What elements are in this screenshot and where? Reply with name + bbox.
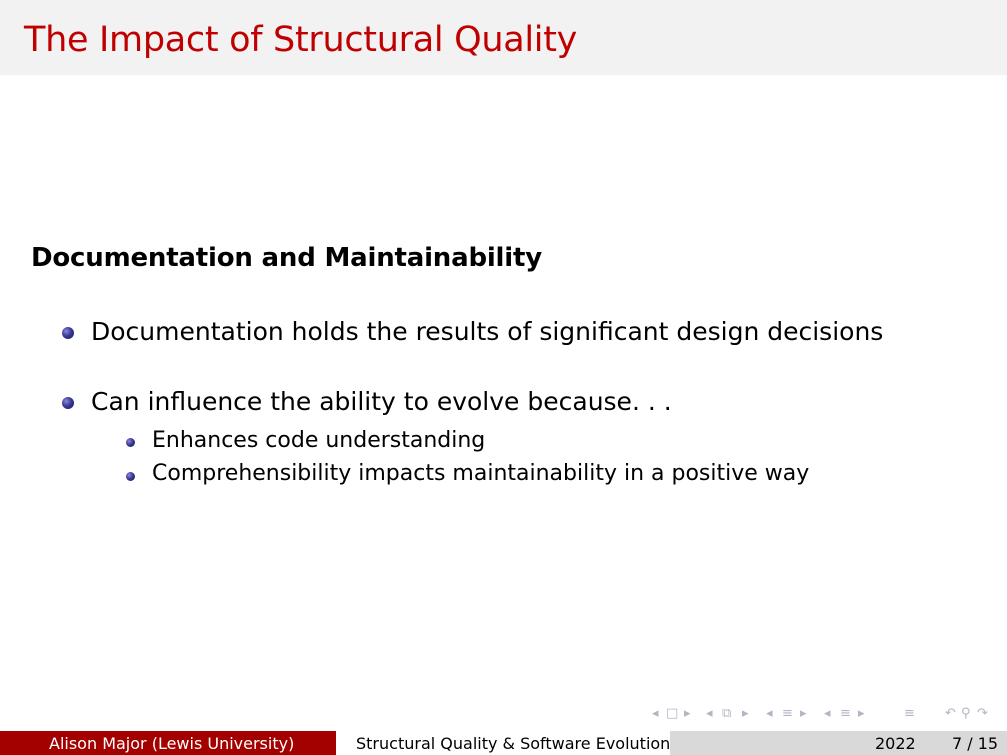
bullet-item: Can influence the ability to evolve beca… bbox=[91, 387, 672, 416]
search-icon[interactable]: ⚲ bbox=[961, 706, 971, 721]
sub-bullet-item: Comprehensibility impacts maintainabilit… bbox=[152, 461, 810, 486]
footer-short-title: Structural Quality & Software Evolution bbox=[356, 734, 671, 753]
slide-icon[interactable]: □ bbox=[666, 706, 679, 721]
footer-year: 2022 bbox=[875, 734, 916, 753]
slide-next-icon[interactable]: ▸ bbox=[684, 706, 691, 721]
forward-icon[interactable]: ↷ bbox=[977, 706, 988, 721]
frame-prev-icon[interactable]: ◂ bbox=[706, 706, 713, 721]
footer-author: Alison Major (Lewis University) bbox=[49, 734, 295, 753]
footer-page-number: 7 / 15 bbox=[952, 734, 999, 753]
sub-bullet-ball-icon bbox=[126, 472, 135, 481]
subsection-icon[interactable]: ≡ bbox=[840, 706, 851, 721]
frame-next-icon[interactable]: ▸ bbox=[742, 706, 749, 721]
footer-date-box: 2022 7 / 15 bbox=[670, 731, 1007, 755]
back-icon[interactable]: ↶ bbox=[945, 706, 956, 721]
section-next-icon[interactable]: ▸ bbox=[800, 706, 807, 721]
title-bar: The Impact of Structural Quality bbox=[0, 0, 1007, 75]
bullet-item: Documentation holds the results of signi… bbox=[91, 317, 884, 346]
sub-bullet-item: Enhances code understanding bbox=[152, 428, 486, 453]
bullet-ball-icon bbox=[62, 397, 74, 409]
appendix-icon[interactable]: ≡ bbox=[904, 706, 915, 721]
section-prev-icon[interactable]: ◂ bbox=[766, 706, 773, 721]
footer: Alison Major (Lewis University) Structur… bbox=[0, 731, 1007, 755]
sub-bullet-ball-icon bbox=[126, 438, 135, 447]
footer-title-box: Structural Quality & Software Evolution bbox=[336, 731, 670, 755]
frame-icon[interactable]: ⧉ bbox=[722, 706, 732, 721]
bullet-ball-icon bbox=[62, 327, 74, 339]
slide-prev-icon[interactable]: ◂ bbox=[652, 706, 659, 721]
footer-author-box: Alison Major (Lewis University) bbox=[0, 731, 336, 755]
slide-title: The Impact of Structural Quality bbox=[24, 20, 578, 60]
block-title: Documentation and Maintainability bbox=[31, 243, 542, 273]
subsection-next-icon[interactable]: ▸ bbox=[858, 706, 865, 721]
subsection-prev-icon[interactable]: ◂ bbox=[824, 706, 831, 721]
navigation-symbols: ◂ □ ▸ ◂ ⧉ ▸ ◂ ≡ ▸ ◂ ≡ ▸ ≡ ↶ ⚲ ↷ bbox=[650, 706, 1000, 724]
section-icon[interactable]: ≡ bbox=[782, 706, 793, 721]
